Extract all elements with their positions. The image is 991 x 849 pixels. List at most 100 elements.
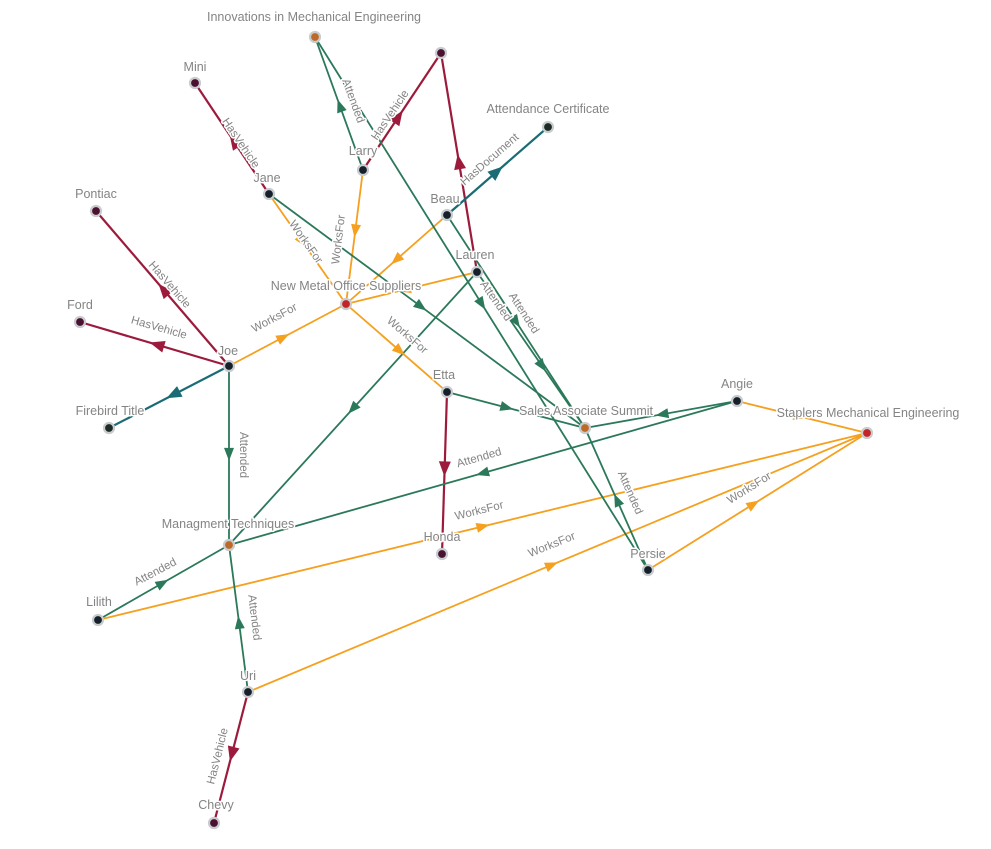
node-etta[interactable] bbox=[440, 385, 454, 399]
node-inn[interactable] bbox=[308, 30, 322, 44]
edge-etta-honda-arrowhead-icon bbox=[438, 461, 451, 477]
node-joe[interactable] bbox=[222, 359, 236, 373]
node-label-uri: Uri bbox=[240, 669, 256, 683]
node-labels-layer: Innovations in Mechanical Engineering Min… bbox=[66, 9, 961, 814]
edge-etta-sas[interactable] bbox=[446, 391, 586, 429]
node-attcert[interactable] bbox=[541, 120, 555, 134]
node-label-etta: Etta bbox=[433, 368, 455, 382]
node-label-honda: Honda bbox=[424, 530, 461, 544]
edge-joe-nmos-label: WorksFor bbox=[250, 301, 300, 335]
edge-lauren-nmos[interactable] bbox=[345, 271, 478, 305]
node-label-chevy: Chevy bbox=[198, 798, 234, 812]
edge-beau-sas-arrowhead-icon bbox=[508, 313, 520, 328]
node-uri[interactable] bbox=[241, 685, 255, 699]
node-label-lauren: Lauren bbox=[456, 248, 495, 262]
edge-lilith-mt-label: Attended bbox=[132, 556, 178, 588]
node-mt[interactable] bbox=[222, 538, 236, 552]
node-label-pontiac: Pontiac bbox=[75, 187, 117, 201]
edge-lauren-sas[interactable] bbox=[476, 271, 586, 429]
node-angie[interactable] bbox=[730, 394, 744, 408]
edge-uri-mt-arrowhead-icon bbox=[234, 615, 245, 630]
edges-layer bbox=[79, 36, 868, 824]
edge-nmos-etta-arrowhead-icon bbox=[391, 343, 405, 356]
edge-angie-sas-arrowhead-icon bbox=[655, 408, 670, 419]
edge-lauren-sas-arrowhead-icon bbox=[534, 357, 546, 372]
node-lauren[interactable] bbox=[470, 265, 484, 279]
edge-larry-veh1-label: HasVehicle bbox=[369, 88, 411, 142]
edge-jane-sas[interactable] bbox=[268, 193, 586, 429]
edge-jane-mini-arrowhead-icon bbox=[229, 134, 243, 151]
edge-lauren-mt-arrowhead-icon bbox=[348, 400, 361, 414]
edge-joe-mt-arrowhead-icon bbox=[224, 447, 234, 461]
node-label-larry: Larry bbox=[349, 144, 378, 158]
edge-beau-nmos-arrowhead-icon bbox=[391, 251, 405, 265]
edge-angie-mt-label: Attended bbox=[455, 446, 503, 470]
node-label-attcert: Attendance Certificate bbox=[487, 102, 610, 116]
edge-jane-mini-label: HasVehicle bbox=[219, 116, 261, 170]
edge-joe-ford-label: HasVehicle bbox=[130, 314, 189, 341]
edge-labels-layer: HasVehicle HasVehicle HasVehicle HasVehicle… bbox=[128, 76, 775, 787]
node-pontiac[interactable] bbox=[89, 204, 103, 218]
node-veh1[interactable] bbox=[434, 46, 448, 60]
edge-nmos-etta-label: WorksFor bbox=[384, 315, 429, 357]
node-label-staplers: Staplers Mechanical Engineering bbox=[777, 406, 960, 420]
edge-etta-sas-arrowhead-icon bbox=[499, 401, 514, 411]
edge-lilith-staplers-arrowhead-icon bbox=[475, 523, 490, 533]
edge-joe-nmos-arrowhead-icon bbox=[275, 334, 290, 345]
edge-uri-mt-label: Attended bbox=[245, 594, 263, 641]
edge-lilith-staplers-label: WorksFor bbox=[454, 499, 505, 523]
edge-joe-mt-label: Attended bbox=[237, 432, 249, 478]
edge-joe-firebird-arrowhead-icon bbox=[166, 386, 183, 399]
node-nmos[interactable] bbox=[339, 297, 353, 311]
node-label-mini: Mini bbox=[184, 60, 207, 74]
edge-jane-nmos-label: WorksFor bbox=[286, 219, 324, 267]
node-label-mt: Managment Techniques bbox=[162, 517, 295, 531]
edge-angie-mt-arrowhead-icon bbox=[476, 466, 490, 477]
edge-larry-inn-arrowhead-icon bbox=[337, 99, 347, 114]
node-label-persie: Persie bbox=[630, 547, 665, 561]
edge-inn-persie-arrowhead-icon bbox=[474, 295, 486, 310]
edge-lauren-nmos-arrowhead-icon bbox=[398, 283, 412, 294]
node-staplers[interactable] bbox=[860, 426, 874, 440]
node-persie[interactable] bbox=[641, 563, 655, 577]
edge-lilith-mt-arrowhead-icon bbox=[154, 579, 169, 591]
edge-joe-ford-arrowhead-icon bbox=[149, 341, 166, 353]
node-ford[interactable] bbox=[73, 315, 87, 329]
node-label-joe: Joe bbox=[218, 344, 238, 358]
edge-uri-staplers-arrowhead-icon bbox=[543, 562, 558, 572]
edge-jane-sas-arrowhead-icon bbox=[413, 298, 427, 311]
edge-lauren-veh1-arrowhead-icon bbox=[454, 154, 467, 171]
node-lilith[interactable] bbox=[91, 613, 105, 627]
node-label-nmos: New Metal Office Suppliers bbox=[271, 279, 422, 293]
edge-jane-nmos[interactable] bbox=[268, 193, 347, 305]
edge-beau-attcert-arrowhead-icon bbox=[487, 166, 503, 181]
node-label-angie: Angie bbox=[721, 377, 753, 391]
edge-joe-pontiac-arrowhead-icon bbox=[158, 283, 173, 300]
node-label-inn: Innovations in Mechanical Engineering bbox=[207, 10, 421, 24]
edge-jane-nmos-arrowhead-icon bbox=[294, 233, 307, 248]
node-firebird[interactable] bbox=[102, 421, 116, 435]
node-chevy[interactable] bbox=[207, 816, 221, 830]
edge-larry-nmos-label: WorksFor bbox=[330, 214, 348, 265]
edge-uri-staplers-label: WorksFor bbox=[527, 530, 578, 560]
nodes-layer bbox=[73, 30, 874, 830]
edge-uri-chevy-arrowhead-icon bbox=[227, 745, 240, 762]
node-honda[interactable] bbox=[435, 547, 449, 561]
edge-persie-staplers-arrowhead-icon bbox=[745, 500, 760, 512]
edge-arrows-layer bbox=[149, 99, 807, 762]
node-label-firebird: Firebird Title bbox=[76, 404, 145, 418]
node-label-jane: Jane bbox=[253, 171, 280, 185]
node-label-ford: Ford bbox=[67, 298, 93, 312]
node-jane[interactable] bbox=[262, 187, 276, 201]
node-mini[interactable] bbox=[188, 76, 202, 90]
edge-joe-pontiac-label: HasVehicle bbox=[146, 259, 193, 310]
node-larry[interactable] bbox=[356, 163, 370, 177]
node-beau[interactable] bbox=[440, 208, 454, 222]
node-label-lilith: Lilith bbox=[86, 595, 112, 609]
edge-larry-nmos-arrowhead-icon bbox=[351, 223, 362, 238]
edge-beau-attcert-label: HasDocument bbox=[459, 131, 522, 188]
node-sas[interactable] bbox=[578, 421, 592, 435]
edge-larry-veh1-arrowhead-icon bbox=[389, 110, 403, 127]
